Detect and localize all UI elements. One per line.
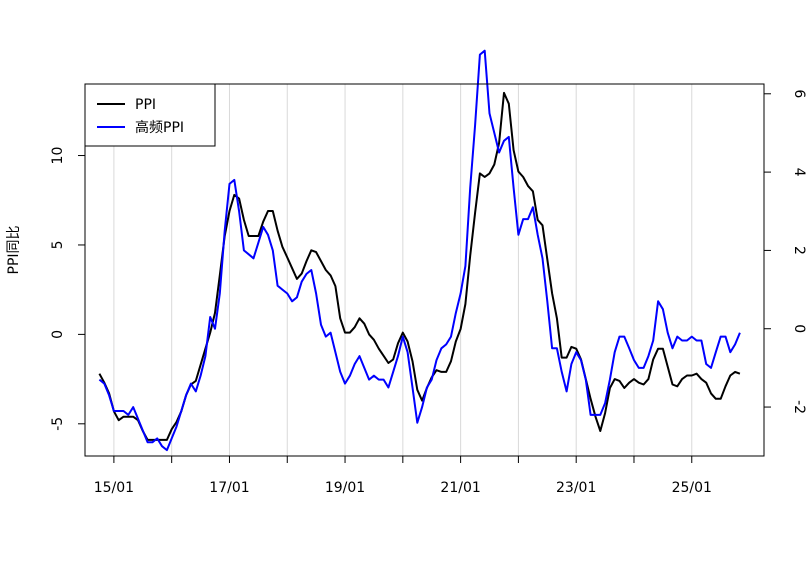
y-right-tick-label: 4 — [791, 168, 807, 177]
y-right-tick-label: 0 — [791, 324, 807, 333]
x-tick-label: 21/01 — [440, 480, 480, 496]
y-left-tick-label: -5 — [50, 417, 66, 431]
legend-box — [84, 83, 216, 147]
x-tick-label: 17/01 — [209, 480, 249, 496]
x-axis: 15/01 17/01 19/01 21/01 23/01 25/01 — [94, 456, 712, 496]
y-right-tick-label: 6 — [791, 89, 807, 98]
legend-label: 高频PPI — [135, 119, 184, 136]
x-tick-label: 25/01 — [672, 480, 712, 496]
series-line-1 — [98, 49, 741, 452]
y-axis-title: PPI同比 — [6, 225, 22, 274]
legend: PPI 高频PPI — [84, 83, 216, 147]
y-left-tick-label: 5 — [50, 241, 66, 250]
x-tick-label: 23/01 — [556, 480, 596, 496]
legend-label: PPI — [135, 97, 156, 113]
y-axis-right: -2 0 2 4 6 — [764, 89, 807, 414]
series-lines — [98, 49, 741, 452]
x-tick-label: 19/01 — [325, 480, 365, 496]
y-left-tick-label: 10 — [50, 147, 66, 165]
y-axis-left: -5 0 5 10 — [50, 147, 85, 431]
plot-frame — [84, 83, 765, 457]
y-right-tick-label: -2 — [791, 400, 807, 414]
y-left-tick-label: 0 — [50, 330, 66, 339]
x-tick-label: 15/01 — [94, 480, 134, 496]
y-right-tick-label: 2 — [791, 246, 807, 255]
